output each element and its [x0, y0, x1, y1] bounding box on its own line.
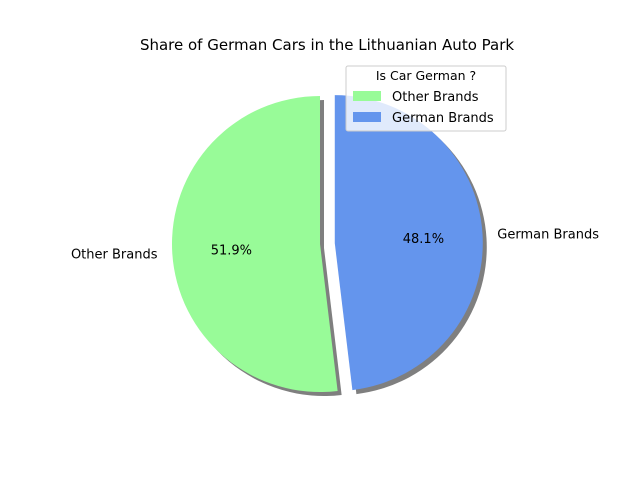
- slice-other-brands: [171, 95, 338, 393]
- slice-pct-other-brands: 51.9%: [211, 243, 252, 258]
- legend-title: Is Car German ?: [376, 68, 476, 83]
- slice-labels: Other Brands 51.9% German Brands 48.1%: [71, 227, 599, 262]
- slice-label-other-brands: Other Brands: [71, 248, 158, 263]
- legend-swatch-other-brands: [353, 91, 381, 101]
- legend: Is Car German ? Other Brands German Bran…: [345, 65, 507, 132]
- pie-slices: [171, 95, 483, 393]
- legend-frame: [345, 65, 507, 132]
- chart-title: Share of German Cars in the Lithuanian A…: [140, 36, 514, 54]
- legend-entry-german-brands: German Brands: [392, 111, 494, 126]
- slice-german-brands: [334, 95, 483, 391]
- legend-entry-other-brands: Other Brands: [392, 90, 479, 105]
- slice-label-german-brands: German Brands: [497, 227, 599, 242]
- slice-pct-german-brands: 48.1%: [403, 232, 444, 247]
- legend-swatch-german-brands: [353, 112, 381, 122]
